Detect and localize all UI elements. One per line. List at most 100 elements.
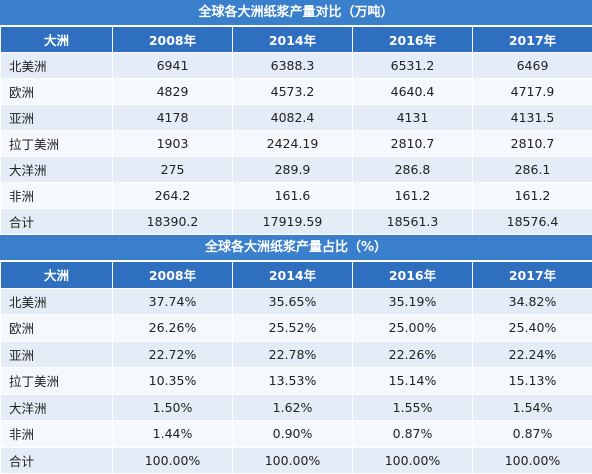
- table-row: 非洲 264.2 161.6 161.2 161.2: [1, 183, 592, 209]
- table-header-row: 大洲 2008年 2014年 2016年 2017年: [1, 27, 592, 53]
- value-cell: 100.00%: [353, 447, 473, 474]
- value-cell: 4082.4: [233, 105, 353, 131]
- value-cell: 4573.2: [233, 79, 353, 105]
- value-cell: 1903: [113, 131, 233, 157]
- value-cell: 37.74%: [113, 288, 233, 315]
- table-row: 北美洲 6941 6388.3 6531.2 6469: [1, 53, 592, 79]
- value-cell: 2810.7: [473, 131, 592, 157]
- value-cell: 18390.2: [113, 209, 233, 235]
- value-cell: 35.65%: [233, 288, 353, 315]
- value-cell: 13.53%: [233, 368, 353, 395]
- value-cell: 161.6: [233, 183, 353, 209]
- value-cell: 6469: [473, 53, 592, 79]
- table-row: 大洋洲 1.50% 1.62% 1.55% 1.54%: [1, 394, 592, 421]
- table-header-row: 大洲 2008年 2014年 2016年 2017年: [1, 262, 592, 289]
- table-row: 欧洲 26.26% 25.52% 25.00% 25.40%: [1, 315, 592, 342]
- region-cell: 非洲: [1, 421, 113, 448]
- header-cell: 2008年: [113, 27, 233, 53]
- value-cell: 22.72%: [113, 341, 233, 368]
- value-cell: 35.19%: [353, 288, 473, 315]
- value-cell: 100.00%: [113, 447, 233, 474]
- table-row: 非洲 1.44% 0.90% 0.87% 0.87%: [1, 421, 592, 448]
- region-cell: 亚洲: [1, 105, 113, 131]
- table-row: 拉丁美洲 10.35% 13.53% 15.14% 15.13%: [1, 368, 592, 395]
- value-cell: 25.52%: [233, 315, 353, 342]
- value-cell: 1.55%: [353, 394, 473, 421]
- value-cell: 6388.3: [233, 53, 353, 79]
- value-cell: 0.87%: [353, 421, 473, 448]
- value-cell: 18561.3: [353, 209, 473, 235]
- region-cell: 合计: [1, 209, 113, 235]
- value-cell: 4131: [353, 105, 473, 131]
- header-cell: 2016年: [353, 27, 473, 53]
- value-cell: 1.44%: [113, 421, 233, 448]
- value-cell: 34.82%: [473, 288, 592, 315]
- value-cell: 0.87%: [473, 421, 592, 448]
- value-cell: 10.35%: [113, 368, 233, 395]
- value-cell: 15.14%: [353, 368, 473, 395]
- total-row: 合计 100.00% 100.00% 100.00% 100.00%: [1, 447, 592, 474]
- table-row: 北美洲 37.74% 35.65% 35.19% 34.82%: [1, 288, 592, 315]
- table-row: 拉丁美洲 1903 2424.19 2810.7 2810.7: [1, 131, 592, 157]
- region-cell: 合计: [1, 447, 113, 474]
- total-row: 合计 18390.2 17919.59 18561.3 18576.4: [1, 209, 592, 235]
- table-row: 亚洲 4178 4082.4 4131 4131.5: [1, 105, 592, 131]
- header-cell: 大洲: [1, 27, 113, 53]
- header-cell: 2017年: [473, 27, 592, 53]
- value-cell: 100.00%: [233, 447, 353, 474]
- value-cell: 286.1: [473, 157, 592, 183]
- production-table: 大洲 2008年 2014年 2016年 2017年 北美洲 6941 6388…: [0, 26, 592, 235]
- header-cell: 2014年: [233, 262, 353, 289]
- value-cell: 17919.59: [233, 209, 353, 235]
- region-cell: 大洋洲: [1, 157, 113, 183]
- value-cell: 4640.4: [353, 79, 473, 105]
- value-cell: 6941: [113, 53, 233, 79]
- share-table: 大洲 2008年 2014年 2016年 2017年 北美洲 37.74% 35…: [0, 261, 592, 474]
- header-cell: 2017年: [473, 262, 592, 289]
- value-cell: 1.54%: [473, 394, 592, 421]
- table-row: 亚洲 22.72% 22.78% 22.26% 22.24%: [1, 341, 592, 368]
- region-cell: 亚洲: [1, 341, 113, 368]
- region-cell: 拉丁美洲: [1, 131, 113, 157]
- value-cell: 4178: [113, 105, 233, 131]
- value-cell: 2810.7: [353, 131, 473, 157]
- header-cell: 2014年: [233, 27, 353, 53]
- value-cell: 2424.19: [233, 131, 353, 157]
- region-cell: 北美洲: [1, 288, 113, 315]
- value-cell: 6531.2: [353, 53, 473, 79]
- table1-title: 全球各大洲纸浆产量对比（万吨）: [0, 0, 592, 26]
- header-cell: 2016年: [353, 262, 473, 289]
- value-cell: 4717.9: [473, 79, 592, 105]
- table-row: 欧洲 4829 4573.2 4640.4 4717.9: [1, 79, 592, 105]
- value-cell: 275: [113, 157, 233, 183]
- value-cell: 25.00%: [353, 315, 473, 342]
- region-cell: 拉丁美洲: [1, 368, 113, 395]
- value-cell: 286.8: [353, 157, 473, 183]
- region-cell: 欧洲: [1, 79, 113, 105]
- header-cell: 大洲: [1, 262, 113, 289]
- header-cell: 2008年: [113, 262, 233, 289]
- region-cell: 大洋洲: [1, 394, 113, 421]
- value-cell: 4131.5: [473, 105, 592, 131]
- region-cell: 欧洲: [1, 315, 113, 342]
- value-cell: 22.24%: [473, 341, 592, 368]
- value-cell: 15.13%: [473, 368, 592, 395]
- value-cell: 161.2: [473, 183, 592, 209]
- value-cell: 26.26%: [113, 315, 233, 342]
- value-cell: 264.2: [113, 183, 233, 209]
- table2-title: 全球各大洲纸浆产量占比（%）: [0, 235, 592, 261]
- value-cell: 4829: [113, 79, 233, 105]
- value-cell: 289.9: [233, 157, 353, 183]
- value-cell: 18576.4: [473, 209, 592, 235]
- value-cell: 22.78%: [233, 341, 353, 368]
- region-cell: 北美洲: [1, 53, 113, 79]
- value-cell: 25.40%: [473, 315, 592, 342]
- value-cell: 22.26%: [353, 341, 473, 368]
- value-cell: 1.62%: [233, 394, 353, 421]
- value-cell: 161.2: [353, 183, 473, 209]
- region-cell: 非洲: [1, 183, 113, 209]
- table-row: 大洋洲 275 289.9 286.8 286.1: [1, 157, 592, 183]
- value-cell: 1.50%: [113, 394, 233, 421]
- value-cell: 100.00%: [473, 447, 592, 474]
